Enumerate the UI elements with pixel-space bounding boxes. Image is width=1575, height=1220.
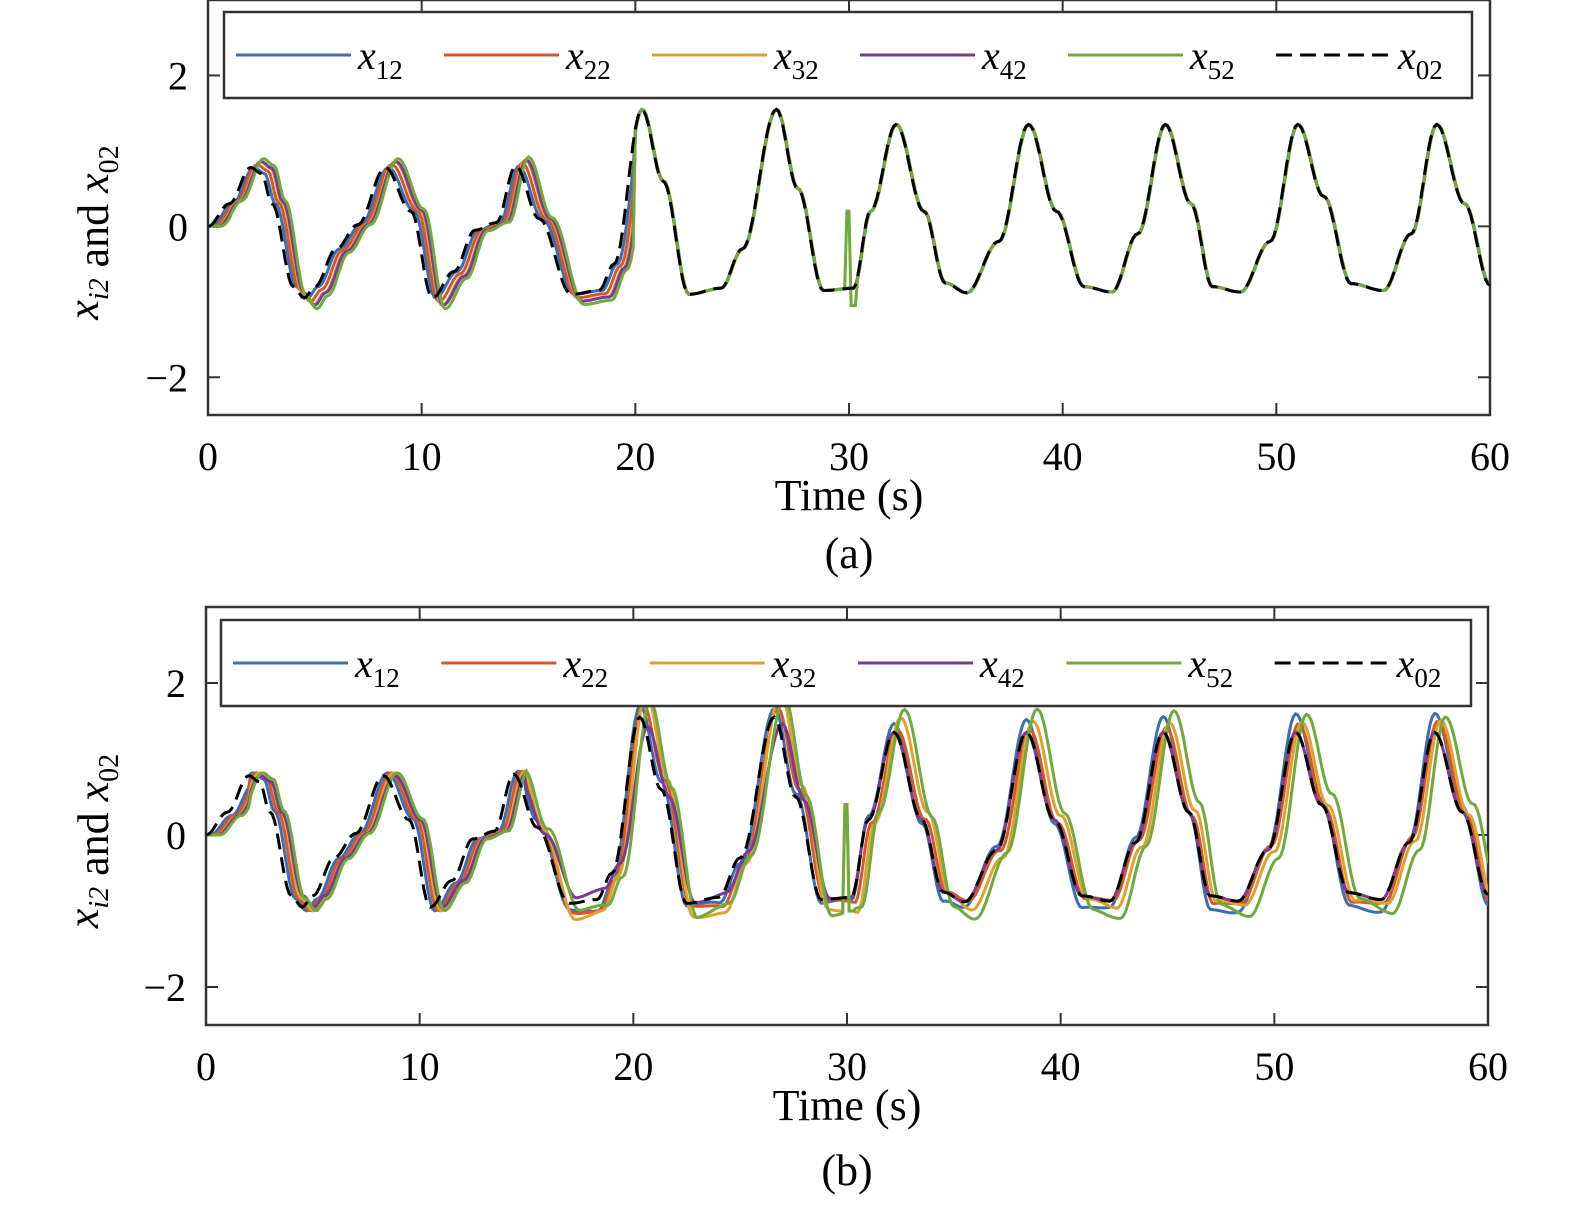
x-tick-label: 40 (1043, 434, 1083, 479)
legend-label-x42: x42 (979, 641, 1025, 693)
legend-label-x12: x12 (354, 641, 400, 693)
legend-label-x02: x02 (1397, 33, 1443, 85)
legend-box (222, 10, 1474, 100)
y-tick-label: 0 (168, 204, 188, 249)
legend-label-x22: x22 (562, 641, 608, 693)
x-tick-label: 50 (1256, 434, 1296, 479)
x-tick-label: 0 (198, 434, 218, 479)
legend-label-x42: x42 (981, 33, 1027, 85)
y-tick-label: 0 (166, 813, 186, 858)
x-tick-label: 50 (1254, 1044, 1294, 1089)
y-tick-label: 2 (166, 661, 186, 706)
x-tick-label: 10 (402, 434, 442, 479)
legend-label-x02: x02 (1396, 641, 1442, 693)
y-tick-label: −2 (145, 355, 188, 400)
legend-label-x52: x52 (1187, 641, 1233, 693)
x-tick-label: 60 (1468, 1044, 1508, 1089)
series-line-x02 (206, 715, 1488, 909)
x-axis-label: Time (s) (775, 471, 924, 520)
legend-label-x52: x52 (1189, 33, 1235, 85)
legend-label-x32: x32 (773, 33, 819, 85)
panel-caption: (b) (821, 1146, 872, 1195)
x-tick-label: 20 (615, 434, 655, 479)
plot-area (206, 691, 1488, 922)
legend-label-x12: x12 (357, 33, 403, 85)
series-line-x22 (206, 702, 1488, 915)
series-line-x02 (208, 107, 1490, 300)
legend: x12 x22 x32 x42 x52 x02 (219, 618, 1473, 708)
legend-label-x22: x22 (565, 33, 611, 85)
legend-label-x32: x32 (771, 641, 817, 693)
x-axis-label: Time (s) (773, 1081, 922, 1130)
x-tick-label: 30 (827, 1044, 867, 1089)
legend: x12 x22 x32 x42 x52 x02 (222, 10, 1474, 100)
series-line-x52 (208, 107, 1490, 311)
x-tick-label: 20 (613, 1044, 653, 1089)
x-tick-label: 60 (1470, 434, 1510, 479)
plot-area (208, 107, 1490, 311)
y-axis-label: xi2 and x02 (59, 754, 125, 929)
y-tick-label: −2 (143, 965, 186, 1010)
x-tick-label: 0 (196, 1044, 216, 1089)
panel-caption: (a) (825, 529, 874, 578)
y-axis-label: xi2 and x02 (59, 145, 125, 320)
y-tick-label: 2 (168, 53, 188, 98)
x-tick-label: 40 (1041, 1044, 1081, 1089)
legend-box (219, 618, 1473, 708)
x-tick-label: 10 (400, 1044, 440, 1089)
x-tick-label: 30 (829, 434, 869, 479)
series-line-x52 (206, 696, 1488, 921)
